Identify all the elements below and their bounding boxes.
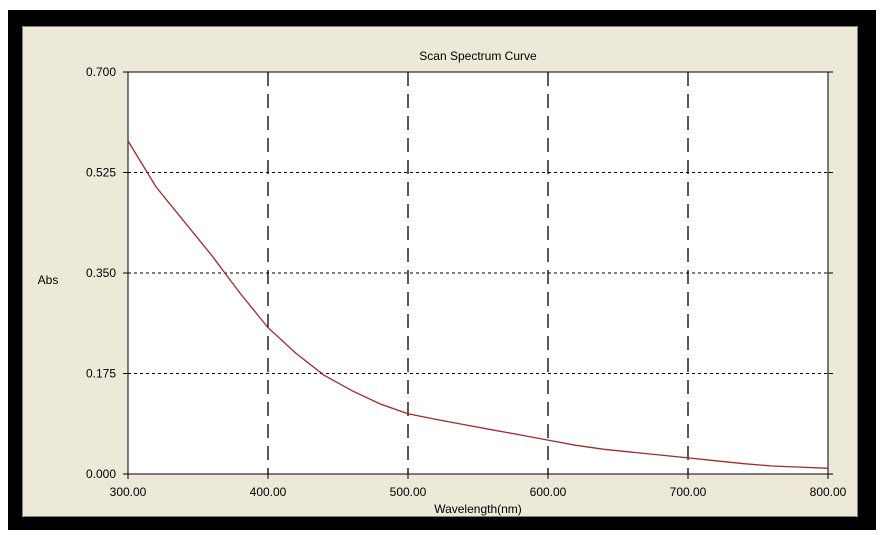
series-line [127, 140, 829, 469]
x-tick-label: 500.00 [390, 485, 427, 499]
x-tick-label: 700.00 [670, 485, 707, 499]
y-tick-label: 0.525 [86, 166, 116, 180]
x-tick-label: 600.00 [530, 485, 567, 499]
y-tick-label: 0.175 [86, 367, 116, 381]
x-tick-label: 800.00 [810, 485, 847, 499]
x-axis-label: Wavelength(nm) [434, 502, 522, 516]
y-axis-label: Abs [38, 273, 59, 287]
grid-lines [128, 72, 828, 474]
chart-title: Scan Spectrum Curve [419, 49, 537, 63]
y-tick-label: 0.000 [86, 467, 116, 481]
x-tick-label: 300.00 [110, 485, 147, 499]
y-tick-label: 0.350 [86, 266, 116, 280]
y-tick-label: 0.700 [86, 65, 116, 79]
axis-ticks: 300.00 400.00 500.00 600.00 700.00 800.00 0.00… [86, 65, 847, 499]
x-tick-label: 400.00 [250, 485, 287, 499]
